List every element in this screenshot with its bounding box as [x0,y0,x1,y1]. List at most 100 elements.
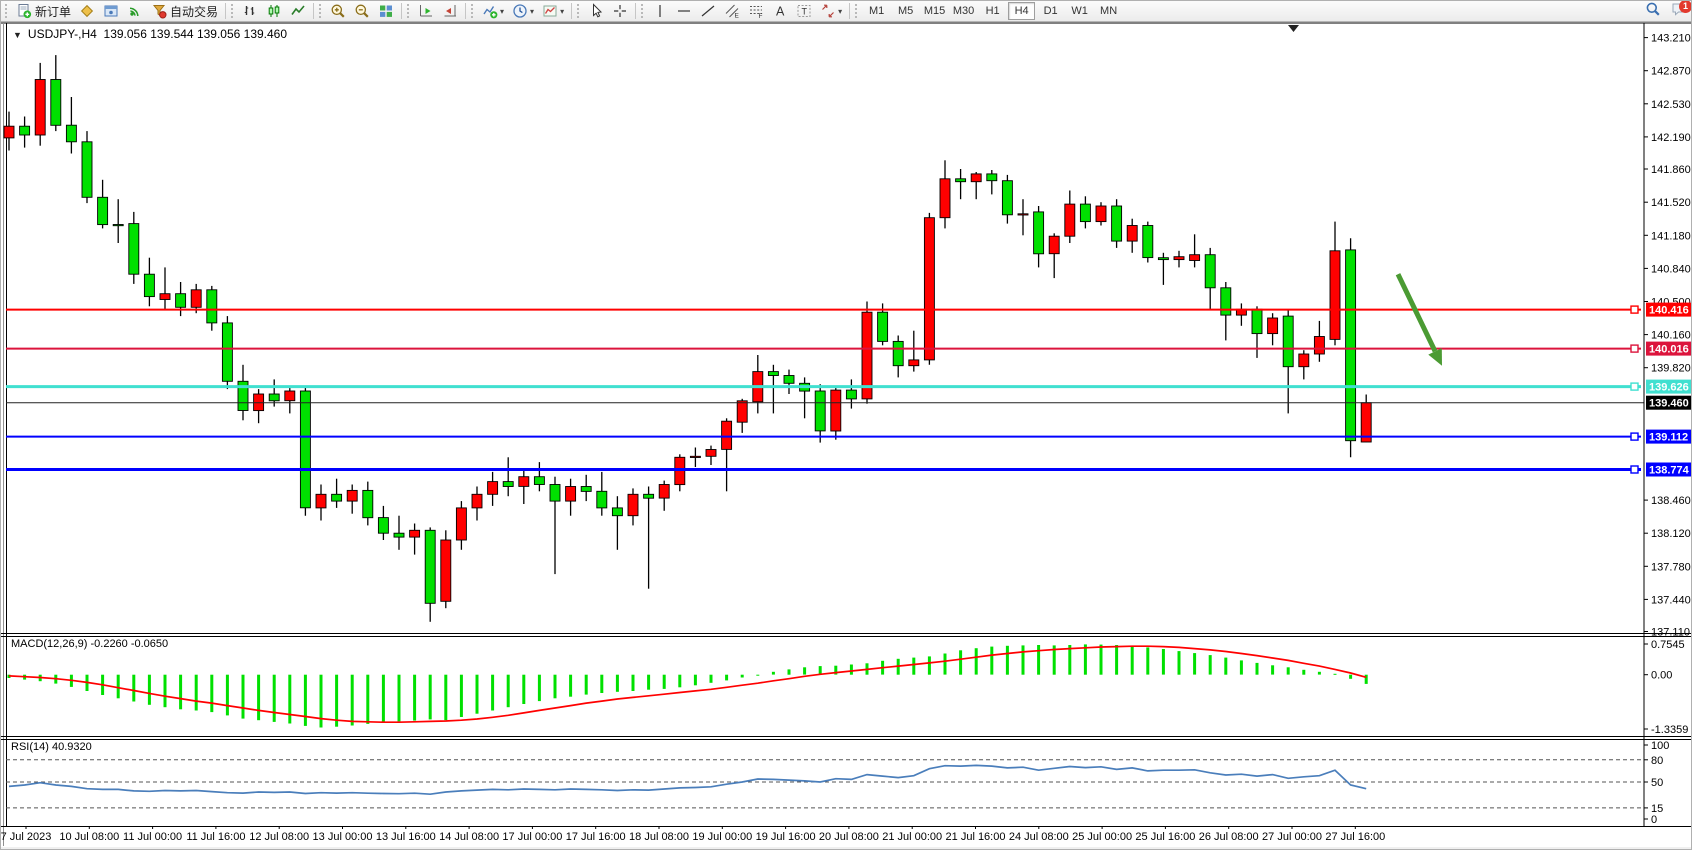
price-axis-label: 141.860 [1651,164,1691,176]
chart-shift-marker[interactable] [1288,25,1299,32]
templates-button[interactable]: ▾ [539,2,567,21]
timeframe-w1-button[interactable]: W1 [1071,5,1088,17]
line-handle[interactable] [1630,432,1639,441]
toolbar-grip [407,4,412,18]
candle-bull [1298,353,1310,368]
time-axis-label: 14 Jul 08:00 [439,831,499,843]
chevron-down-icon[interactable]: ▾ [560,6,565,16]
price-tag-label: 139.460 [1649,398,1689,410]
down-arrow-annotation[interactable] [1395,273,1438,353]
timeframe-m30-button[interactable]: M30 [952,5,975,17]
macd-histogram-bar [1208,655,1212,675]
chevron-down-icon[interactable]: ▾ [530,6,535,16]
candle-bear [643,493,655,499]
zoom-out-button[interactable] [351,2,373,21]
price-tag [1646,302,1691,317]
macd-histogram-bar [756,674,760,676]
line-chart-button[interactable] [287,2,309,21]
fibonacci-icon: F [748,3,764,19]
toolbar-separator [849,3,851,19]
price-axis-label: 142.530 [1651,99,1691,111]
macd-histogram-bar [990,646,994,675]
timeframe-m15-button[interactable]: M15 [923,5,946,17]
line-handle[interactable] [1630,344,1639,353]
candle-bear [1220,287,1232,316]
fibonacci-button[interactable]: F [745,2,767,21]
equidistant-channel-button[interactable]: E [721,2,743,21]
time-axis-label: 20 Jul 08:00 [819,831,879,843]
time-axis-label: 12 Jul 08:00 [249,831,309,843]
price-tag [1646,429,1691,444]
time-axis-label: 7 Jul 2023 [1,831,51,843]
timeframe-d1-button[interactable]: D1 [1043,5,1058,17]
candle-bear [19,125,31,136]
cursor-button[interactable] [585,2,607,21]
macd-histogram-bar [225,674,229,716]
macd-histogram-bar [1083,644,1087,675]
symbol-dropdown-icon[interactable]: ▼ [13,30,22,40]
time-axis-label: 10 Jul 08:00 [59,831,119,843]
rsi-axis-label: 100 [1651,740,1669,752]
timeframe-m5-button[interactable]: M5 [897,5,914,17]
bar-chart-button[interactable] [239,2,261,21]
chevron-down-icon[interactable]: ▾ [838,6,843,16]
toolbar-grip [855,4,860,18]
candle-bear [268,393,280,402]
crosshair-button[interactable] [609,2,631,21]
macd-histogram-bar [303,674,307,726]
price-axis-label: 143.210 [1651,33,1691,45]
line-handle[interactable] [1630,305,1639,314]
chevron-down-icon[interactable]: ▾ [500,6,505,16]
macd-histogram-bar [1239,660,1243,675]
macd-histogram-bar [1286,667,1290,675]
candlestick-chart-button[interactable] [263,2,285,21]
candle-bear [1204,254,1216,289]
indicators-button[interactable]: ▾ [479,2,507,21]
horizontal-line-button[interactable] [673,2,695,21]
open-charts-icon [103,3,119,19]
candle-bull [346,489,358,502]
toolbar-separator [571,3,573,19]
zoom-in-button[interactable] [327,2,349,21]
trendline-button[interactable] [697,2,719,21]
line-handle[interactable] [1630,382,1639,391]
periods-button[interactable]: ▾ [509,2,537,21]
crosshair-icon [612,3,628,19]
candle-bull [1048,235,1060,255]
arrows-button[interactable]: ▾ [817,2,845,21]
timeframe-m1-button[interactable]: M1 [868,5,885,17]
candle-bull [409,529,421,538]
text-button[interactable]: A [769,2,791,21]
time-axis-label: 17 Jul 00:00 [502,831,562,843]
macd-histogram-bar [257,674,261,721]
candle-bear [986,173,998,182]
timeframe-mn-button[interactable]: MN [1100,5,1118,17]
vertical-line-button[interactable] [649,2,671,21]
new-order-icon [16,3,32,19]
rsi-line [8,764,1367,796]
auto-scroll-button[interactable] [415,2,437,21]
price-axis-label: 141.520 [1651,197,1691,209]
chart-shift-button[interactable] [439,2,461,21]
tile-windows-button[interactable] [375,2,397,21]
notifications-button[interactable]: 1 [1671,1,1691,22]
signals-button[interactable] [124,2,146,21]
candle-bear [1345,249,1357,442]
mql-community-button[interactable] [76,2,98,21]
chart-background [1,22,1691,849]
timeframe-h4-button[interactable]: H4 [1008,2,1036,20]
text-label-button[interactable]: T [793,2,815,21]
macd-histogram-bar [647,674,651,690]
open-charts-button[interactable] [100,2,122,21]
macd-histogram-bar [491,674,495,711]
auto-trading-button[interactable]: 自动交易 [148,2,221,21]
new-order-button[interactable]: 新订单 [13,2,74,21]
timeframe-h1-button[interactable]: H1 [985,5,1000,17]
search-button[interactable] [1645,1,1661,22]
macd-histogram-bar [959,650,963,675]
toolbar-grip [231,4,236,18]
new-order-label: 新订单 [35,4,72,19]
line-handle[interactable] [1630,465,1639,474]
candle-bull [518,476,530,487]
